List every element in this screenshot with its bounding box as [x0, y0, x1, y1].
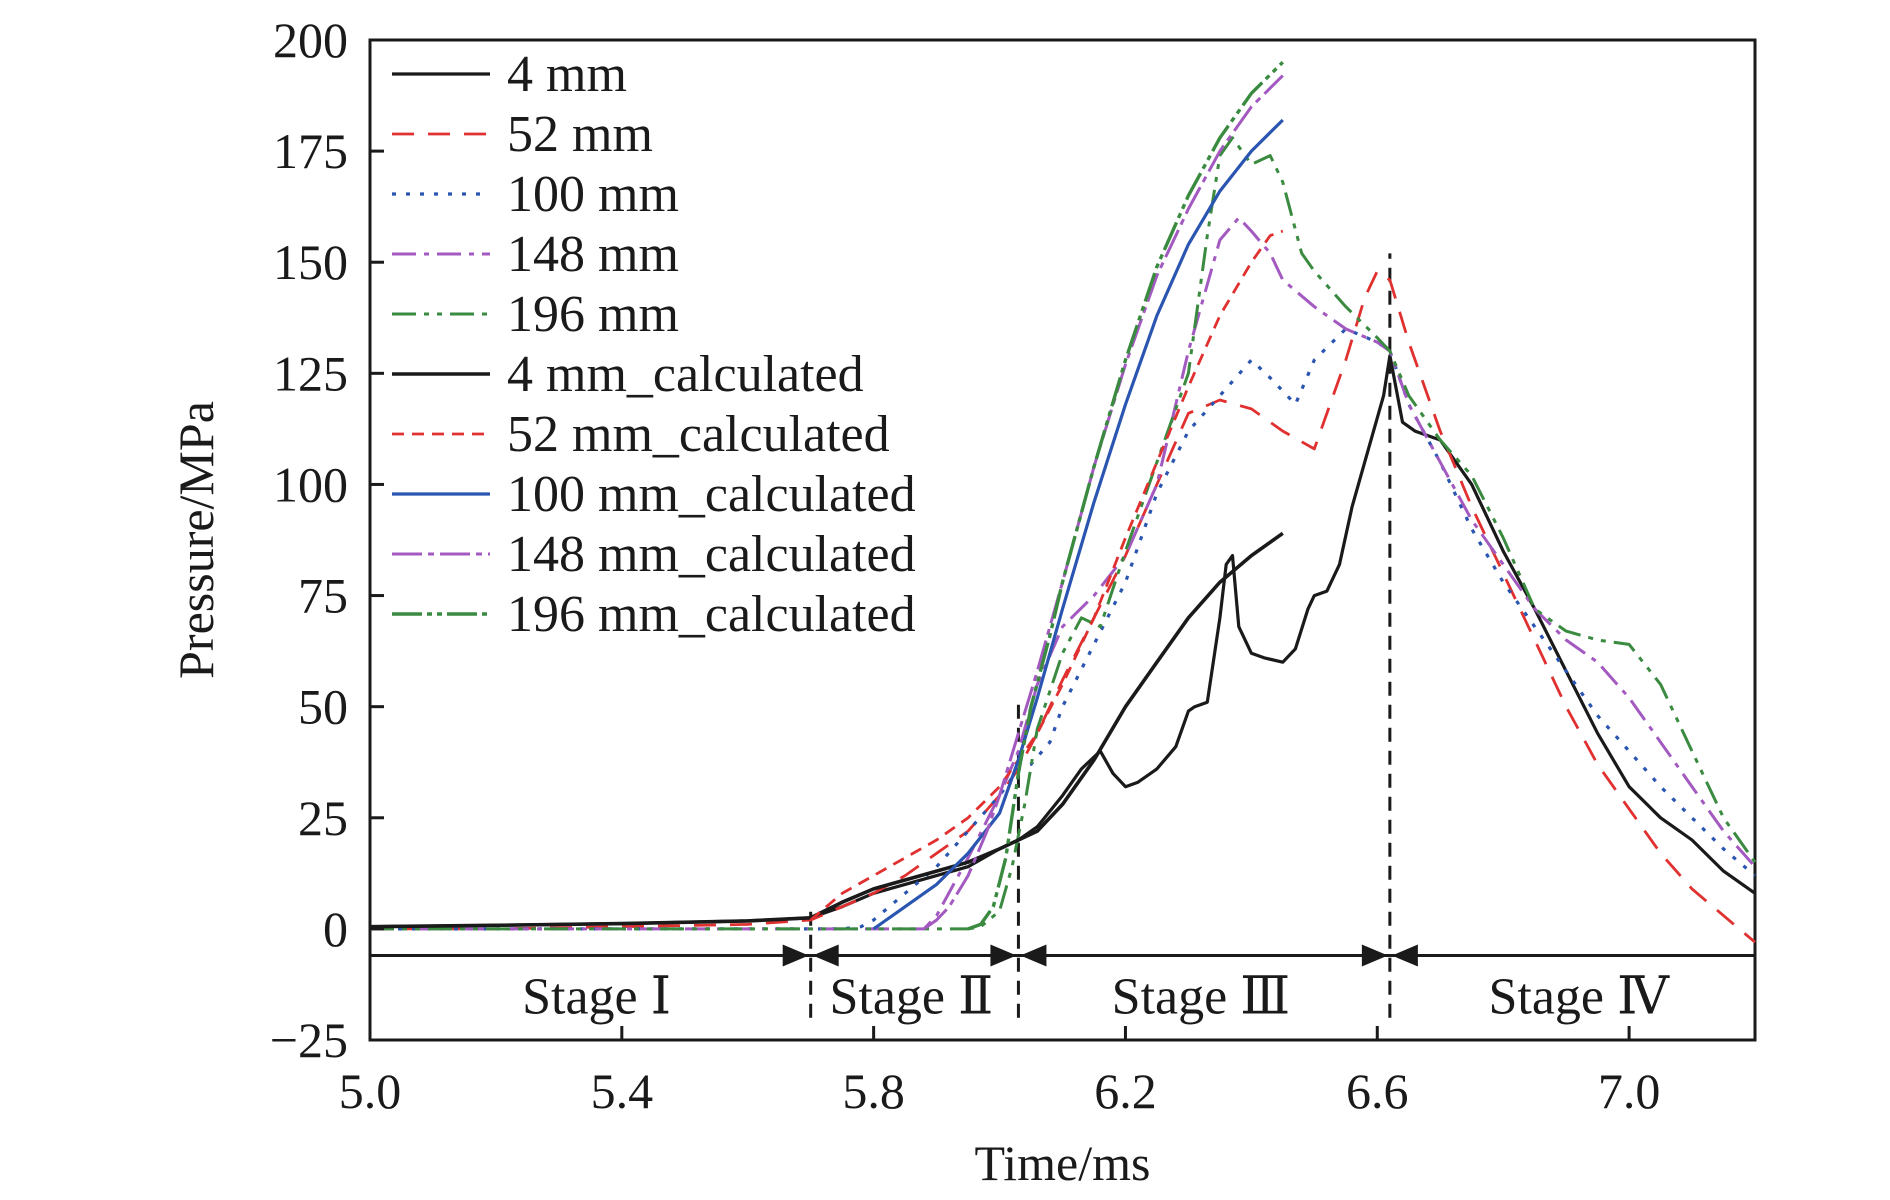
y-tick-label: −25 — [270, 1012, 348, 1068]
legend-label: 148 mm — [507, 226, 679, 283]
stage-arrow-head — [990, 944, 1017, 967]
legend-label: 196 mm — [507, 286, 679, 343]
y-axis-title: Pressure/MPa — [168, 401, 224, 679]
x-axis-title: Time/ms — [974, 1135, 1150, 1191]
plot-area — [368, 38, 1757, 1042]
series-line-2 — [370, 327, 1757, 931]
legend-label: 4 mm — [507, 46, 627, 103]
stage-layer: Stage Ⅰ Stage Ⅱ Stage Ⅲ Stage Ⅳ — [370, 253, 1755, 1025]
legend-label: 4 mm_calculated — [507, 346, 864, 403]
y-tick-label: 50 — [298, 679, 348, 735]
y-tick-label: 100 — [273, 456, 348, 512]
stage-arrow-head — [1020, 944, 1047, 967]
series-line-1 — [370, 269, 1756, 944]
y-tick-label: 75 — [298, 568, 348, 624]
legend-label: 52 mm_calculated — [507, 406, 890, 463]
stage-label: Stage Ⅳ — [1488, 968, 1670, 1025]
stage-label: Stage Ⅰ — [522, 968, 671, 1025]
axis-layer: 5.0 5.4 5.8 6.2 6.6 7.0 200 175 150 125 100 75 50 25 0… — [270, 12, 1661, 1119]
legend-label: 148 mm_calculated — [507, 526, 916, 583]
x-tick-label: 7.0 — [1598, 1063, 1661, 1119]
legend-label: 52 mm — [507, 106, 653, 163]
series-layer — [369, 60, 1757, 944]
plot-frame — [368, 38, 1757, 1042]
legend-label: 196 mm_calculated — [507, 586, 916, 643]
stage-arrow-head — [1391, 944, 1418, 967]
y-tick-label: 175 — [273, 123, 348, 179]
y-tick-label: 125 — [273, 345, 348, 401]
series-line-8 — [923, 74, 1284, 931]
x-tick-label: 6.2 — [1094, 1063, 1157, 1119]
legend-label: 100 mm_calculated — [507, 466, 916, 523]
stage-label: Stage Ⅱ — [829, 968, 993, 1025]
stage-label: Stage Ⅲ — [1112, 968, 1291, 1025]
x-tick-label: 5.0 — [339, 1063, 402, 1119]
stage-arrow-head — [782, 944, 809, 967]
y-tick-label: 150 — [273, 234, 348, 290]
x-tick-label: 6.6 — [1346, 1063, 1409, 1119]
series-line-0 — [369, 354, 1756, 929]
stage-arrow-head — [812, 944, 839, 967]
stage-arrow-head — [1361, 944, 1388, 967]
x-tick-label: 5.8 — [842, 1063, 905, 1119]
series-line-9 — [967, 60, 1284, 931]
x-tick-label: 5.4 — [591, 1063, 654, 1119]
series-line-5 — [369, 531, 1284, 929]
y-tick-label: 25 — [298, 790, 348, 846]
series-line-7 — [872, 118, 1284, 931]
y-tick-label: 200 — [273, 12, 348, 68]
series-line-4 — [370, 136, 1757, 931]
legend-label: 100 mm — [507, 166, 679, 223]
series-line-6 — [809, 229, 1284, 922]
y-tick-label: 0 — [323, 901, 348, 957]
series-line-3 — [370, 216, 1757, 931]
